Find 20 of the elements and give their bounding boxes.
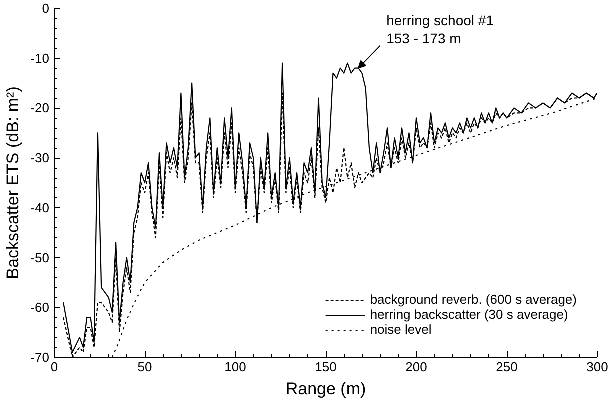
y-axis-title: Backscatter ETS (dB: m²) xyxy=(4,86,23,280)
x-tick-label: 250 xyxy=(496,360,518,374)
y-tick-label: -60 xyxy=(30,300,50,316)
x-tick-label: 50 xyxy=(138,360,152,374)
y-tick-label: -70 xyxy=(30,350,50,365)
x-axis-title: Range (m) xyxy=(286,380,366,398)
y-tick-label: -40 xyxy=(30,200,50,216)
y-tick-label: 0 xyxy=(42,1,50,16)
y-tick-label: -20 xyxy=(30,100,50,116)
legend-label: herring backscatter (30 s average) xyxy=(370,307,568,322)
annotation: herring school #1 153 - 173 m xyxy=(386,12,494,46)
legend-label: noise level xyxy=(370,322,432,337)
x-tick-label: 200 xyxy=(406,360,428,374)
y-tick-label: -10 xyxy=(30,50,50,66)
x-tick-label: 150 xyxy=(315,360,337,374)
y-tick-label: -30 xyxy=(30,150,50,166)
x-tick-label: 300 xyxy=(586,360,608,374)
y-tick-label: -50 xyxy=(30,250,50,266)
legend-label: background reverb. (600 s average) xyxy=(370,292,577,307)
x-tick-label: 100 xyxy=(224,360,246,374)
